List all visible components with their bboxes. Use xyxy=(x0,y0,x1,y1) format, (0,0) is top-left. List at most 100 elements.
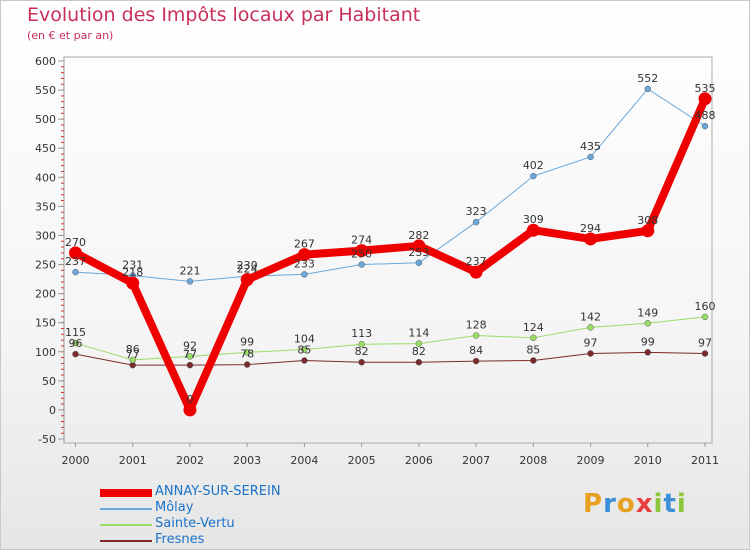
legend-label: Môlay xyxy=(155,500,194,515)
data-point xyxy=(72,268,79,276)
x-tick-label: 2005 xyxy=(348,454,376,467)
data-label: 231 xyxy=(122,259,143,272)
x-tick-label: 2003 xyxy=(233,454,261,467)
x-tick-label: 2000 xyxy=(62,454,90,467)
data-point xyxy=(301,271,308,278)
data-label: 99 xyxy=(240,335,254,348)
data-label: 0 xyxy=(186,393,193,406)
data-point xyxy=(358,358,365,366)
series-1 xyxy=(72,85,709,285)
data-label: 82 xyxy=(412,345,426,358)
logo-letter: i xyxy=(676,489,687,519)
series-layer xyxy=(69,85,712,417)
axes: -50 0 50 100 150 200 250 300 350 400 450 500 550 600 2… xyxy=(35,55,719,467)
data-label: 402 xyxy=(523,159,544,172)
y-tick-label: 200 xyxy=(35,288,56,301)
data-point xyxy=(297,248,311,262)
data-label: 323 xyxy=(466,205,487,218)
legend-label: Fresnes xyxy=(155,532,205,547)
data-label: 92 xyxy=(183,339,197,352)
y-tick-label: 250 xyxy=(35,259,56,272)
data-point xyxy=(644,320,652,327)
series-line xyxy=(75,351,706,366)
data-label: 270 xyxy=(65,236,86,249)
data-point xyxy=(415,358,423,366)
data-point xyxy=(701,122,709,130)
legend-swatch xyxy=(100,540,152,542)
data-label: 233 xyxy=(294,257,315,270)
data-point xyxy=(587,350,594,357)
data-point xyxy=(587,324,594,331)
legend-label: Sainte-Vertu xyxy=(155,516,235,531)
y-tick-label: 450 xyxy=(35,142,56,155)
series-line xyxy=(75,316,706,361)
data-label: 535 xyxy=(695,82,716,95)
legend-label: ANNAY-SUR-SEREIN xyxy=(155,484,281,499)
data-label: 115 xyxy=(65,326,86,339)
logo-letter: t xyxy=(663,489,677,519)
data-point xyxy=(301,346,308,353)
data-point xyxy=(358,261,365,268)
data-point xyxy=(126,276,140,290)
x-tick-label: 2009 xyxy=(577,454,605,467)
logo-letter: P xyxy=(583,489,604,519)
data-label: 230 xyxy=(237,259,258,272)
data-point xyxy=(472,357,480,365)
data-label: 78 xyxy=(240,348,254,361)
data-label: 218 xyxy=(122,266,143,279)
data-point xyxy=(243,349,251,356)
x-tick-label: 2006 xyxy=(405,454,433,467)
data-point xyxy=(526,223,540,237)
data-point xyxy=(587,153,594,161)
y-tick-label: 600 xyxy=(35,55,56,68)
data-point xyxy=(129,356,136,364)
data-point xyxy=(644,85,652,93)
data-point xyxy=(240,273,254,287)
y-tick-label: 150 xyxy=(35,317,56,330)
data-label: 237 xyxy=(466,255,487,268)
data-label: 149 xyxy=(637,306,658,319)
series-3 xyxy=(72,349,709,369)
data-point xyxy=(72,339,79,347)
x-tick-label: 2011 xyxy=(691,454,719,467)
data-label: 128 xyxy=(466,318,487,331)
data-point xyxy=(469,265,483,279)
series-0 xyxy=(69,92,712,417)
data-label: 99 xyxy=(641,335,655,348)
series-line xyxy=(75,88,706,282)
y-tick-label: 400 xyxy=(35,171,56,184)
chart-subtitle: (en € et par an) xyxy=(27,29,114,42)
data-point xyxy=(415,259,423,267)
series-2 xyxy=(72,313,709,364)
chart-title: Evolution des Impôts locaux par Habitant xyxy=(27,4,421,26)
x-tick-label: 2004 xyxy=(290,454,318,467)
data-label: 84 xyxy=(469,344,483,357)
data-point xyxy=(641,224,655,238)
data-label: 224 xyxy=(237,263,258,276)
data-label: 309 xyxy=(523,213,544,226)
data-point xyxy=(301,357,308,364)
data-point xyxy=(701,350,709,357)
data-label: 552 xyxy=(637,72,658,85)
data-label: 86 xyxy=(126,343,140,356)
data-point xyxy=(72,350,79,358)
data-label: 253 xyxy=(408,246,429,259)
x-tick-label: 2002 xyxy=(176,454,204,467)
logo-letter: i xyxy=(653,489,664,519)
data-label: 308 xyxy=(637,214,658,227)
data-label: 142 xyxy=(580,310,601,323)
data-label: 104 xyxy=(294,332,315,345)
data-point xyxy=(698,92,712,106)
data-label: 221 xyxy=(179,264,200,277)
data-label: 77 xyxy=(126,348,140,361)
data-point xyxy=(530,357,537,364)
data-point xyxy=(69,246,82,260)
logo-letter: x xyxy=(635,489,654,519)
legend-swatch xyxy=(100,524,152,526)
proxiti-logo: Proxiti xyxy=(583,489,687,519)
series-line xyxy=(71,94,709,414)
data-label: 250 xyxy=(351,248,372,261)
data-label: 113 xyxy=(351,327,372,340)
data-label: 96 xyxy=(69,337,83,350)
data-label: 114 xyxy=(408,327,429,340)
